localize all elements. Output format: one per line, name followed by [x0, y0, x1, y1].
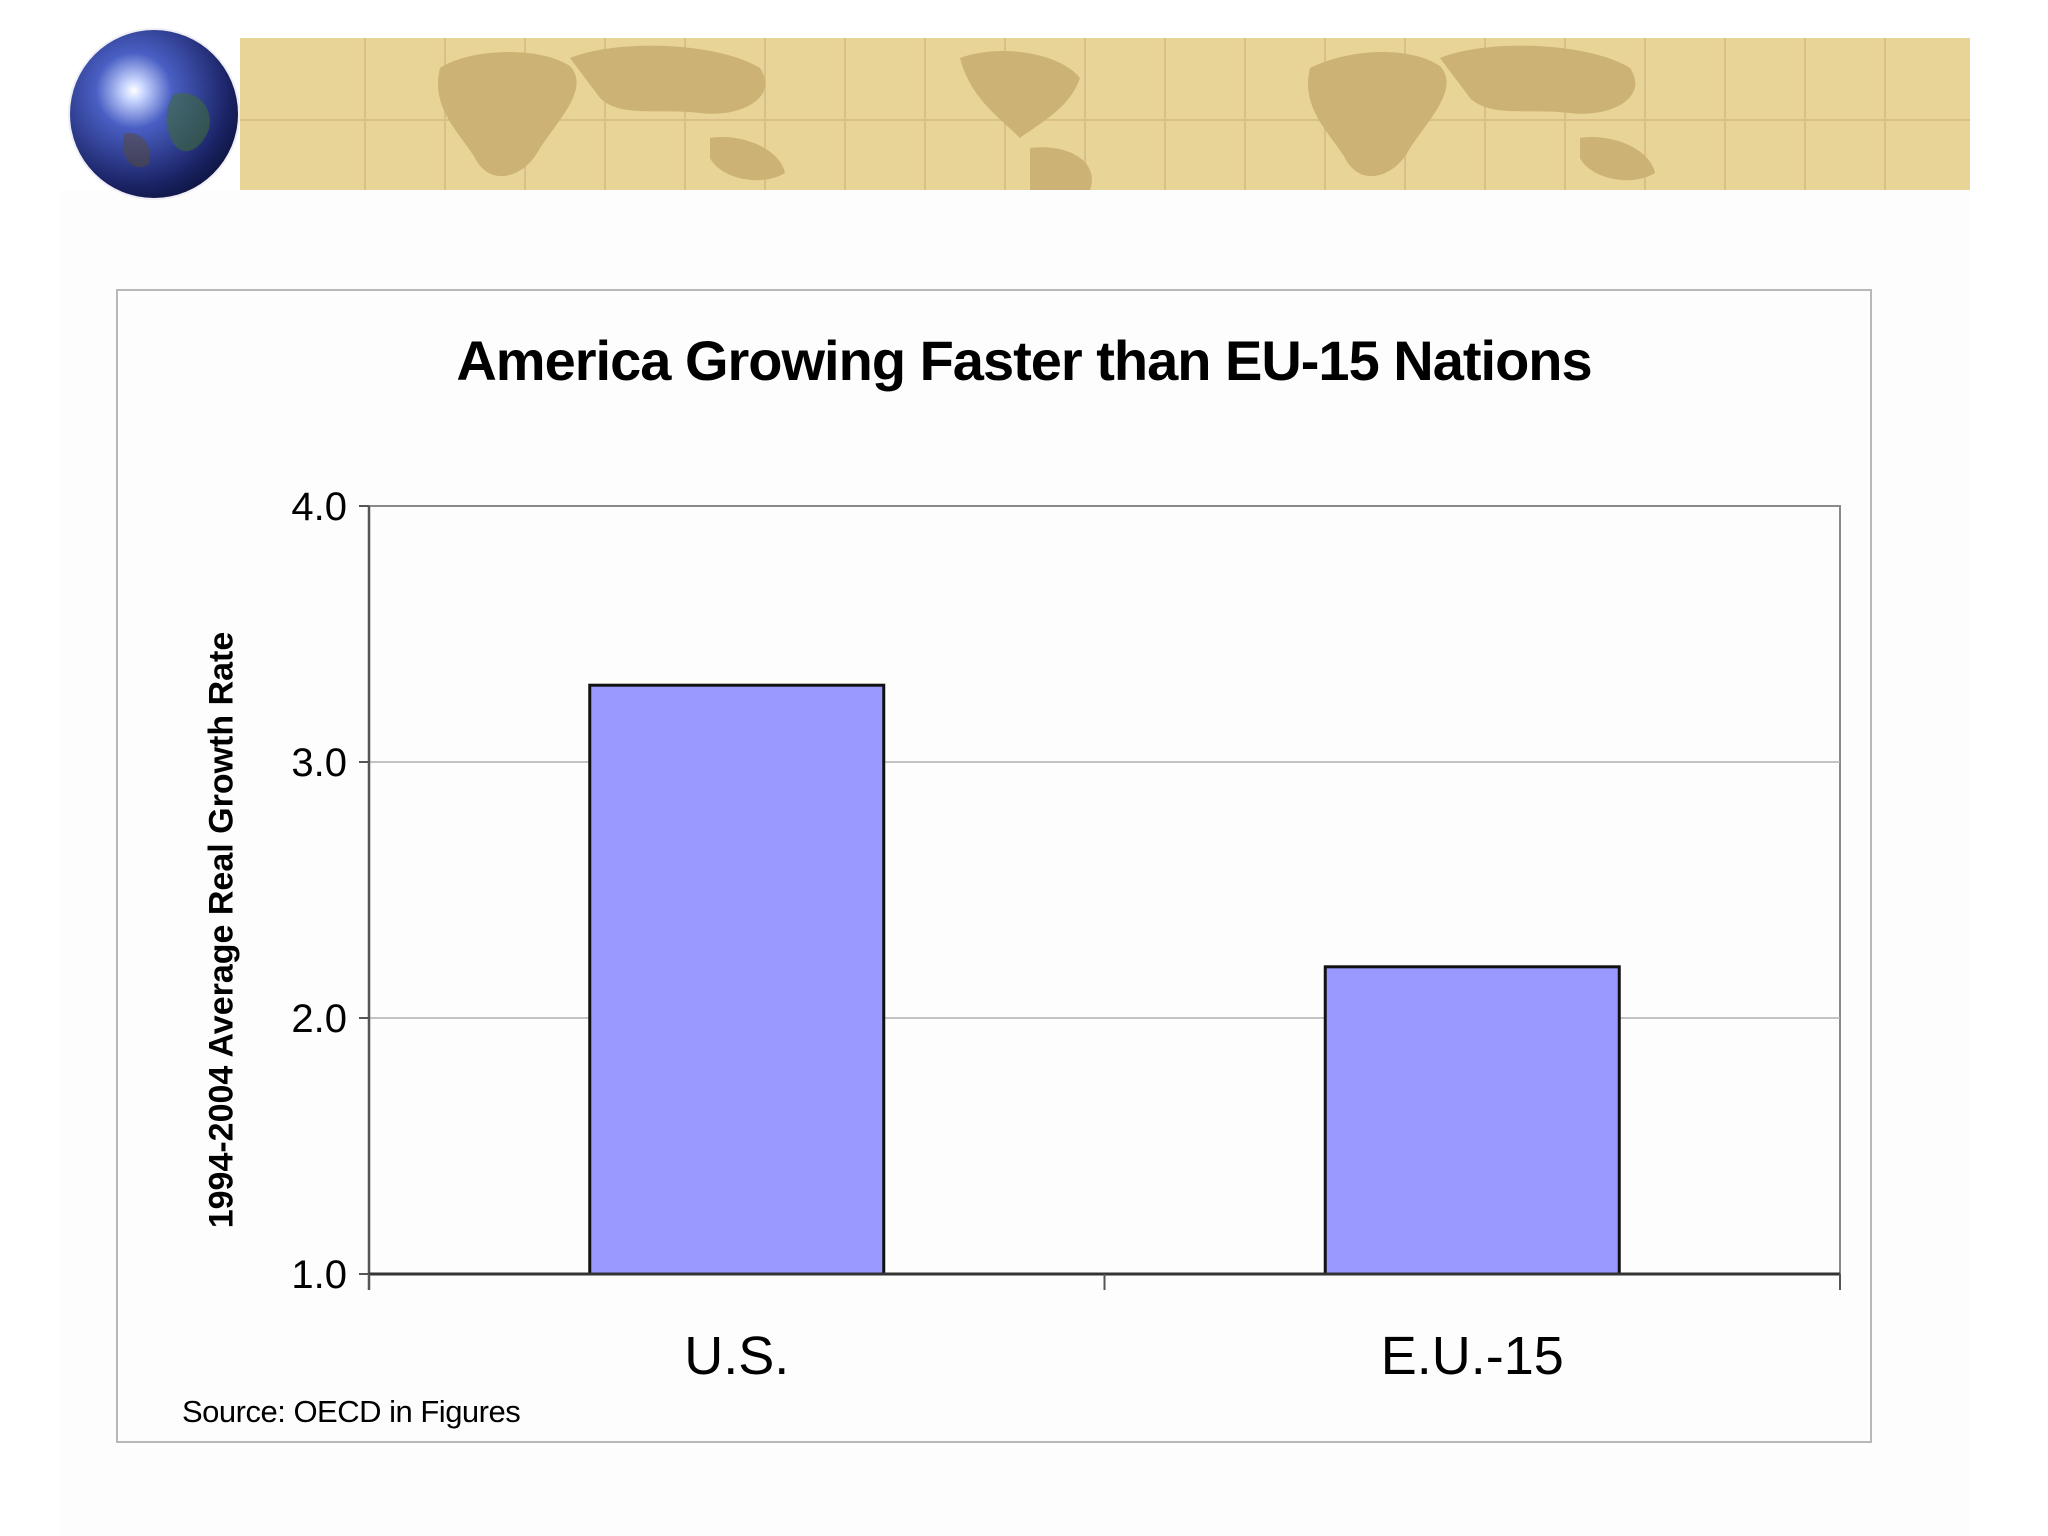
bar — [588, 683, 886, 1276]
y-tick-label: 3.0 — [291, 741, 347, 785]
world-map-icon — [240, 38, 1970, 190]
world-map-banner — [240, 38, 1970, 190]
chart-title: America Growing Faster than EU-15 Nation… — [456, 329, 1592, 392]
y-tick-label: 4.0 — [291, 485, 347, 529]
globe-icon — [64, 24, 244, 204]
y-tick-label: 2.0 — [291, 997, 347, 1041]
x-category-label: E.U.-15 — [1381, 1326, 1564, 1386]
y-axis-label: 1994-2004 Average Real Growth Rate — [202, 631, 241, 1229]
bar — [1323, 965, 1621, 1276]
source-note: Source: OECD in Figures — [182, 1394, 521, 1429]
x-category-label: U.S. — [684, 1326, 789, 1386]
y-tick-label: 1.0 — [291, 1253, 347, 1297]
